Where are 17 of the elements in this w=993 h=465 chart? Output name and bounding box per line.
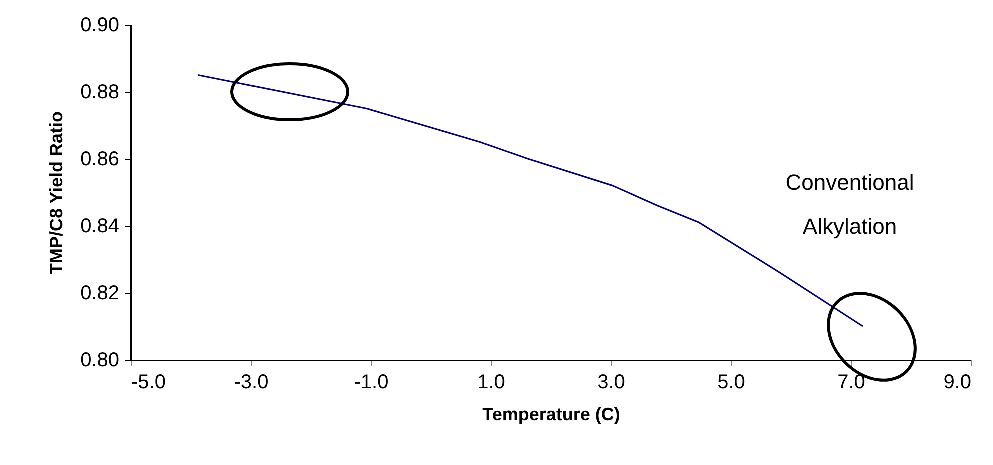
- x-tick-label: 9.0: [944, 372, 972, 394]
- x-tick-label: -1.0: [354, 372, 389, 394]
- annotation: Conventional Alkylation: [786, 170, 914, 239]
- y-axis-title: TMP/C8 Yield Ratio: [46, 111, 67, 275]
- x-tick-label: -5.0: [132, 372, 166, 394]
- x-tick-label: 3.0: [598, 372, 626, 394]
- y-tick-label: 0.80: [80, 350, 120, 372]
- x-axis-title: Temperature (C): [482, 404, 620, 424]
- y-tick-label: 0.88: [80, 82, 120, 104]
- y-tick-label: 0.90: [80, 14, 120, 36]
- x-tick-label: 1.0: [478, 372, 506, 394]
- y-tick-label: 0.86: [80, 148, 120, 170]
- y-tick-label: 0.82: [80, 282, 120, 304]
- x-tick-label: 7.0: [838, 372, 866, 394]
- x-tick-label: 5.0: [718, 372, 746, 394]
- x-tick-label: -3.0: [234, 372, 269, 394]
- y-tick-label: 0.84: [80, 216, 120, 238]
